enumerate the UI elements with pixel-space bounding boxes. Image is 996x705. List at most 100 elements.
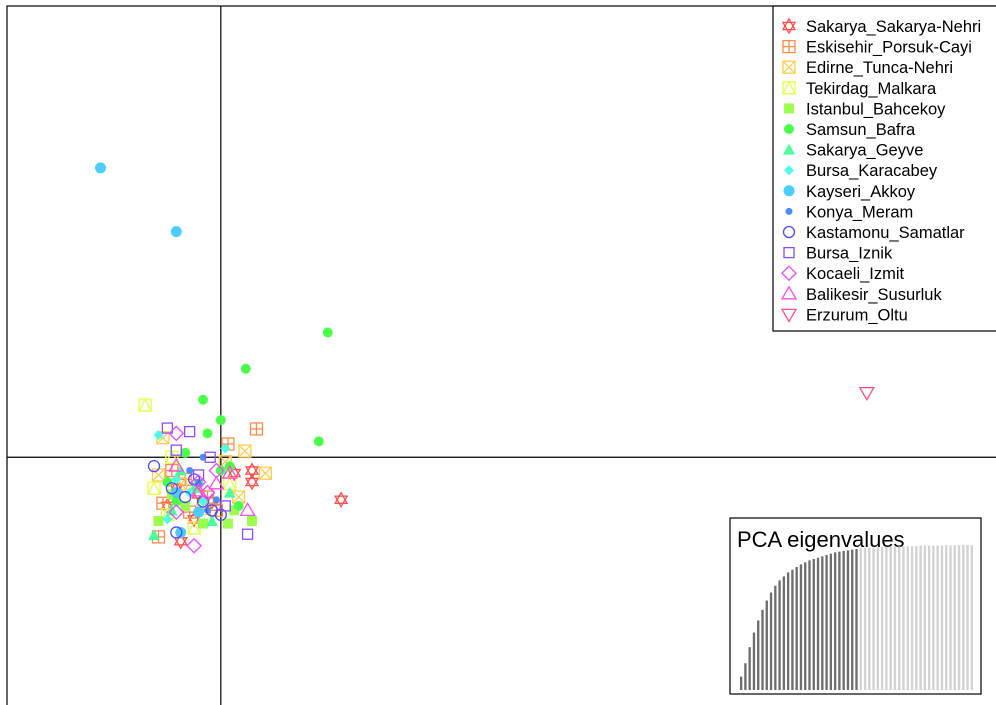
- legend-label-4: Istanbul_Bahcekoy: [806, 100, 946, 118]
- data-point-6-3: [205, 514, 218, 526]
- legend-marker-2: [782, 60, 796, 74]
- data-point-4-2: [153, 515, 164, 526]
- data-point-5-7: [171, 496, 182, 507]
- legend-marker-1: [782, 39, 796, 54]
- legend-marker-11: [783, 246, 795, 259]
- data-point-2-0: [238, 444, 252, 458]
- data-point-13-4: [208, 475, 225, 490]
- legend-marker-13: [780, 285, 798, 300]
- data-point-6-0: [148, 529, 161, 541]
- data-point-9-2: [212, 496, 220, 504]
- data-point-11-0: [161, 422, 174, 434]
- legend-label-14: Erzurum_Oltu: [806, 306, 908, 324]
- data-point-5-10: [180, 447, 191, 458]
- data-point-3-2: [146, 480, 162, 495]
- data-point-8-2: [170, 487, 182, 499]
- data-point-4-5: [229, 505, 240, 516]
- data-point-5-6: [202, 428, 213, 439]
- data-point-7-0: [153, 430, 164, 441]
- data-point-11-4: [204, 451, 216, 463]
- data-point-13-1: [239, 502, 256, 516]
- data-point-5-0: [322, 327, 333, 338]
- eigenvalue-inset: PCA eigenvalues: [729, 517, 982, 695]
- data-point-7-4: [220, 443, 231, 454]
- data-point-6-5: [174, 464, 187, 476]
- data-point-11-6: [219, 500, 231, 512]
- data-point-0-5: [227, 464, 242, 482]
- legend-label-10: Kastamonu_Samatlar: [806, 224, 965, 242]
- data-point-10-1: [179, 490, 192, 504]
- data-point-11-1: [184, 425, 196, 438]
- data-point-11-3: [241, 528, 254, 540]
- data-point-4-4: [198, 518, 209, 529]
- data-point-4-3: [180, 500, 191, 511]
- legend-marker-0: [781, 17, 797, 35]
- data-point-10-7: [170, 526, 183, 539]
- data-point-6-4: [223, 486, 236, 498]
- data-point-8-0: [95, 162, 107, 174]
- legend-label-11: Bursa_Iznik: [806, 245, 893, 263]
- data-point-7-3: [162, 514, 173, 525]
- data-point-10-0: [147, 459, 161, 473]
- data-point-5-2: [198, 394, 209, 405]
- data-point-7-1: [171, 474, 182, 485]
- legend-marker-10: [782, 225, 796, 239]
- data-point-11-2: [170, 444, 182, 456]
- data-point-0-0: [334, 491, 349, 509]
- data-point-9-4: [203, 506, 211, 514]
- data-point-5-12: [162, 477, 173, 488]
- data-point-2-1: [258, 466, 273, 480]
- legend-label-8: Kayseri_Akkoy: [806, 183, 916, 201]
- data-point-0-2: [244, 473, 260, 491]
- data-point-10-5: [165, 482, 178, 495]
- data-point-4-1: [247, 515, 258, 526]
- legend-marker-7: [784, 165, 794, 176]
- legend-box: [772, 5, 996, 332]
- data-point-12-3: [168, 504, 185, 521]
- legend-marker-4: [784, 103, 794, 114]
- data-point-4-0: [222, 518, 233, 529]
- legend-label-0: Sakarya_Sakarya-Nehri: [806, 18, 981, 36]
- legend-marker-3: [781, 80, 797, 95]
- data-point-13-3: [190, 482, 207, 497]
- legend-marker-8: [783, 185, 795, 197]
- legend-label-7: Bursa_Karacabey: [806, 162, 938, 180]
- data-point-8-4: [175, 526, 187, 538]
- legend-marker-6: [783, 143, 795, 155]
- legend-label-6: Sakarya_Geyve: [806, 142, 923, 160]
- data-point-5-3: [215, 415, 226, 426]
- legend-label-5: Samsun_Bafra: [806, 121, 916, 139]
- data-point-12-1: [190, 474, 207, 490]
- data-point-7-2: [198, 496, 209, 507]
- legend-label-3: Tekirdag_Malkara: [806, 80, 937, 98]
- data-point-5-11: [233, 500, 244, 511]
- data-point-5-5: [215, 465, 226, 476]
- data-point-5-1: [240, 363, 251, 374]
- legend-label-2: Edirne_Tunca-Nehri: [806, 59, 953, 77]
- data-point-13-0: [221, 464, 238, 479]
- data-point-11-5: [192, 469, 205, 481]
- inset-title: PCA eigenvalues: [737, 527, 905, 552]
- data-point-12-4: [186, 537, 203, 554]
- data-point-8-3: [193, 506, 205, 518]
- legend-label-13: Balikesir_Susurluk: [806, 286, 942, 304]
- data-point-5-4: [313, 436, 324, 447]
- legend-marker-14: [780, 308, 798, 323]
- data-points: [95, 162, 875, 554]
- data-point-9-3: [186, 467, 194, 475]
- legend-label-12: Kocaeli_Izmit: [806, 265, 905, 283]
- legend-label-9: Konya_Meram: [806, 203, 913, 221]
- legend-marker-5: [784, 124, 794, 134]
- legend-marker-12: [781, 265, 797, 282]
- data-point-14-0: [858, 387, 875, 401]
- legend-label-1: Eskisehir_Porsuk-Cayi: [806, 39, 972, 57]
- legend: Sakarya_Sakarya-Nehri Eskisehir_Porsuk-Ca…: [772, 5, 996, 332]
- eigenvalue-bars: [739, 545, 974, 690]
- data-point-12-0: [168, 425, 185, 442]
- data-point-13-2: [168, 457, 185, 472]
- data-point-3-0: [138, 397, 153, 412]
- data-point-8-1: [170, 226, 182, 238]
- legend-marker-9: [785, 207, 793, 215]
- data-point-1-0: [249, 422, 264, 436]
